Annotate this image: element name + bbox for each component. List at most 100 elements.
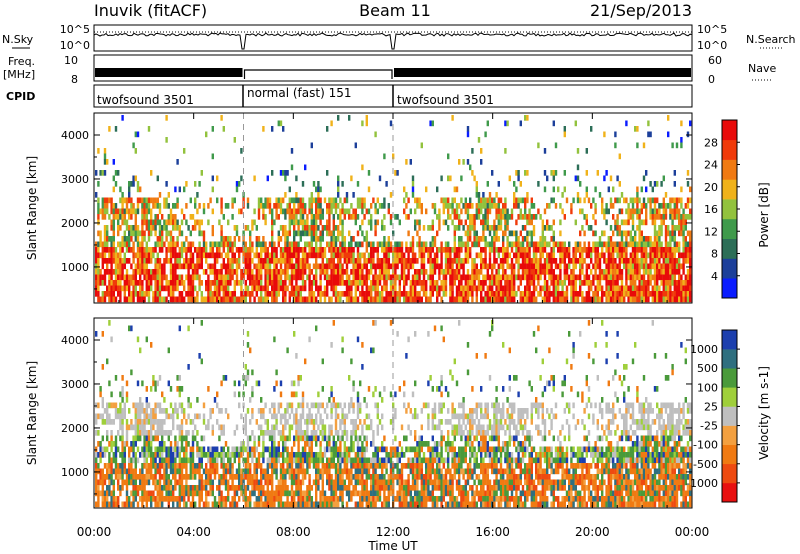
power-cell — [365, 296, 368, 303]
power-cell — [150, 269, 153, 275]
power-cell — [315, 269, 318, 275]
power-cell — [389, 274, 393, 281]
power-cell — [546, 269, 549, 275]
power-cell — [675, 285, 679, 292]
power-cell — [403, 296, 406, 303]
power-cell — [128, 225, 131, 231]
velocity-cell — [143, 463, 146, 469]
velocity-cell — [139, 408, 142, 414]
power-cell — [150, 247, 153, 253]
power-cell — [493, 236, 496, 242]
velocity-cell — [290, 380, 294, 387]
power-cell — [554, 263, 558, 270]
power-cell — [647, 241, 650, 248]
power-cell — [273, 269, 276, 275]
power-cell — [431, 269, 434, 275]
power-cell — [255, 236, 258, 242]
velocity-cell — [238, 479, 241, 486]
power-cell — [202, 241, 206, 248]
power-cell — [356, 274, 360, 281]
power-cell — [576, 291, 580, 297]
power-cell — [552, 241, 555, 248]
velocity-cell — [211, 468, 214, 475]
power-cell — [381, 219, 384, 226]
power-cell — [198, 241, 201, 248]
power-cell — [354, 241, 357, 248]
power-cell — [95, 192, 98, 198]
velocity-cell — [121, 479, 124, 486]
power-cell — [172, 274, 175, 281]
power-cell — [508, 263, 511, 270]
power-cell — [517, 175, 520, 182]
power-cell — [326, 230, 329, 237]
power-cell — [673, 203, 676, 209]
power-cell — [202, 252, 206, 259]
power-cell — [660, 225, 663, 231]
power-cell — [290, 263, 294, 270]
power-cell — [550, 247, 553, 253]
power-cell — [156, 285, 159, 292]
power-cell — [596, 280, 599, 286]
velocity-cell — [275, 413, 278, 420]
freq-block-twofsound — [95, 68, 243, 77]
power-cell — [381, 269, 384, 275]
velocity-cell — [119, 424, 122, 431]
power-cell — [532, 258, 536, 264]
power-cell — [594, 186, 597, 193]
power-cell — [286, 247, 289, 253]
velocity-cell — [183, 452, 186, 458]
power-cell — [205, 269, 208, 275]
velocity-cell — [198, 353, 201, 359]
power-cell — [125, 225, 129, 231]
power-cell — [673, 269, 676, 275]
power-cell — [653, 181, 657, 187]
power-cell — [598, 285, 602, 292]
power-cell — [607, 247, 610, 253]
power-cell — [141, 296, 144, 303]
velocity-cell — [121, 435, 124, 442]
power-cell — [532, 214, 536, 220]
velocity-cell — [99, 441, 102, 447]
power-cell — [671, 208, 674, 215]
velocity-cell — [134, 413, 137, 420]
power-cell — [444, 285, 448, 292]
power-cell — [233, 252, 236, 259]
power-cell — [222, 214, 225, 220]
velocity-cell — [244, 485, 247, 491]
power-cell — [172, 291, 175, 297]
power-cell — [147, 197, 151, 204]
power-cell — [471, 258, 474, 264]
power-cell — [486, 263, 489, 270]
power-cell — [297, 258, 300, 264]
velocity-cell — [106, 408, 109, 414]
velocity-cell — [152, 479, 155, 486]
velocity-cell — [290, 485, 294, 491]
power-cell — [447, 203, 450, 209]
power-cell — [563, 269, 566, 275]
power-cell — [262, 126, 265, 132]
power-cell — [381, 274, 384, 281]
power-cell — [352, 280, 355, 286]
power-cell — [279, 208, 283, 215]
power-cell — [229, 274, 232, 281]
power-cell — [592, 241, 595, 248]
power-cell — [293, 291, 296, 297]
power-cell — [440, 175, 443, 182]
velocity-cell — [297, 435, 300, 442]
power-cell — [495, 291, 498, 297]
power-cell — [660, 263, 663, 270]
power-cell — [284, 252, 287, 259]
power-cell — [689, 285, 692, 292]
power-cell — [409, 263, 412, 270]
power-cell — [114, 280, 118, 286]
power-cell — [341, 241, 344, 248]
velocity-cell — [114, 457, 118, 464]
velocity-cell — [224, 408, 228, 414]
power-cell — [295, 263, 298, 270]
power-cell — [257, 208, 261, 215]
power-cell — [279, 285, 283, 292]
power-cell — [174, 252, 177, 259]
power-cell — [367, 291, 371, 297]
power-cell — [209, 247, 212, 253]
power-cell — [559, 263, 562, 270]
